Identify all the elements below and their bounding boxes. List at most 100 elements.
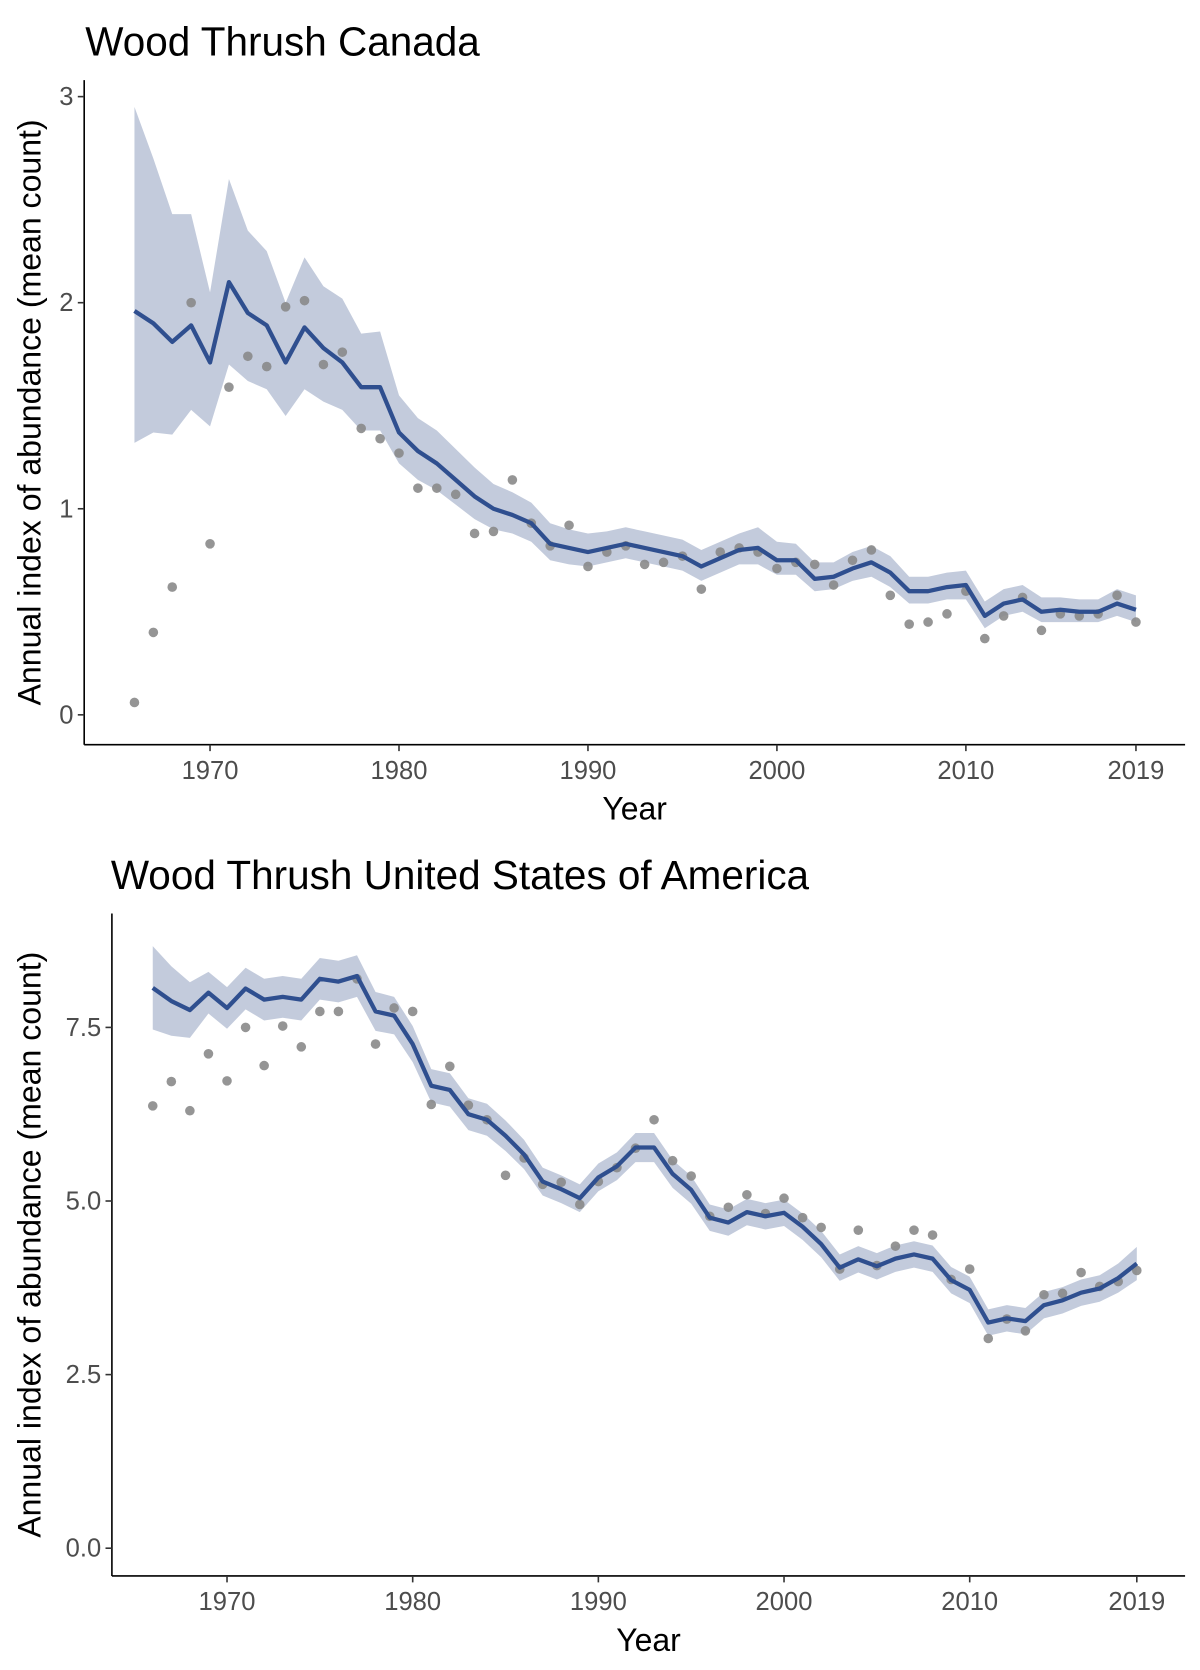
index-line <box>133 279 1137 619</box>
observed-point <box>909 1225 919 1235</box>
observed-point <box>556 1177 567 1188</box>
chart-title: Wood Thrush Canada <box>85 19 480 65</box>
observed-point <box>261 361 272 372</box>
observed-point <box>166 1076 177 1087</box>
observed-point <box>583 561 593 572</box>
observed-point <box>742 1189 752 1200</box>
x-tick-label: 1980 <box>384 1588 441 1616</box>
observed-point <box>186 297 196 308</box>
observed-point <box>277 1021 288 1031</box>
observed-point <box>649 1114 659 1125</box>
observed-point <box>389 1003 399 1013</box>
observed-point <box>816 1222 826 1233</box>
observed-point <box>853 1225 864 1235</box>
observed-point <box>203 1048 214 1059</box>
observed-point <box>167 582 178 592</box>
x-tick-label: 1990 <box>570 1588 627 1616</box>
observed-point <box>243 351 253 362</box>
observed-point <box>809 559 820 570</box>
x-tick-label: 2010 <box>941 1588 998 1616</box>
observed-point <box>240 1022 251 1033</box>
observed-point <box>828 580 839 590</box>
x-tick-label: 2000 <box>748 757 805 785</box>
observed-point <box>723 1202 734 1213</box>
observed-point <box>715 547 726 557</box>
x-tick-label: 1970 <box>182 757 239 785</box>
observed-point <box>885 590 896 601</box>
x-tick-label: 2010 <box>937 757 994 785</box>
observed-point <box>1020 1326 1031 1336</box>
confidence-band <box>152 946 1137 1336</box>
x-tick-label: 1990 <box>560 757 617 785</box>
observed-point <box>927 1230 938 1240</box>
observed-point <box>772 563 782 574</box>
observed-point <box>923 617 933 627</box>
observed-point <box>394 448 404 458</box>
observed-point <box>296 1042 307 1052</box>
observed-point <box>407 1006 418 1017</box>
observed-point <box>370 1039 381 1049</box>
observed-point <box>469 528 480 539</box>
observed-point <box>797 1212 808 1223</box>
observed-point <box>413 483 423 493</box>
observed-point <box>426 1099 437 1110</box>
observed-point <box>866 545 877 555</box>
y-axis-title: Annual index of abundance (mean count) <box>12 119 48 705</box>
x-tick-label: 2000 <box>756 1588 813 1616</box>
observed-point <box>129 697 140 708</box>
y-axis-title: Annual index of abundance (mean count) <box>12 952 48 1538</box>
x-tick-label: 2019 <box>1107 757 1164 785</box>
observed-point <box>375 433 385 444</box>
y-tick-label: 0 <box>59 701 73 729</box>
observed-point <box>1131 617 1141 627</box>
observed-point <box>1076 1267 1086 1278</box>
observed-point <box>1039 1289 1049 1300</box>
observed-point <box>337 347 348 357</box>
observed-point <box>667 1155 678 1166</box>
observed-point <box>333 1006 344 1017</box>
observed-point <box>185 1105 195 1116</box>
observed-point <box>942 609 952 619</box>
observed-point <box>1112 590 1122 601</box>
observed-point <box>983 1333 994 1344</box>
observed-point <box>488 526 499 537</box>
x-axis-title: Year <box>616 1622 681 1658</box>
chart-title: Wood Thrush United States of America <box>111 852 810 898</box>
y-tick-label: 0.0 <box>66 1535 102 1563</box>
observed-point <box>696 584 707 594</box>
observed-point <box>686 1171 696 1181</box>
observed-point <box>205 538 215 549</box>
observed-point <box>356 423 367 434</box>
y-tick-label: 7.5 <box>66 1014 102 1042</box>
observed-point <box>890 1241 901 1251</box>
x-tick-label: 1970 <box>199 1588 256 1616</box>
y-tick-label: 3 <box>59 83 73 111</box>
x-tick-label: 2019 <box>1108 1588 1165 1616</box>
observed-point <box>299 295 310 306</box>
observed-point <box>658 557 669 568</box>
observed-point <box>1036 625 1047 636</box>
observed-point <box>639 559 650 570</box>
observed-point <box>507 475 518 485</box>
y-tick-label: 2.5 <box>66 1361 102 1389</box>
x-tick-label: 1980 <box>371 757 428 785</box>
y-tick-label: 1 <box>59 495 73 523</box>
observed-point <box>148 627 159 638</box>
observed-point <box>998 611 1009 621</box>
observed-point <box>445 1061 455 1072</box>
observed-point <box>979 633 990 644</box>
observed-point <box>964 1264 975 1274</box>
observed-point <box>315 1006 325 1017</box>
observed-point <box>904 619 914 629</box>
observed-point <box>224 382 234 392</box>
observed-point <box>1057 1288 1068 1299</box>
observed-point <box>318 359 329 370</box>
observed-point <box>431 483 442 493</box>
observed-point <box>147 1101 158 1111</box>
y-tick-label: 5.0 <box>66 1188 102 1216</box>
y-tick-label: 2 <box>59 289 73 317</box>
observed-point <box>564 520 574 531</box>
observed-point <box>574 1199 585 1210</box>
observed-point <box>450 489 461 500</box>
